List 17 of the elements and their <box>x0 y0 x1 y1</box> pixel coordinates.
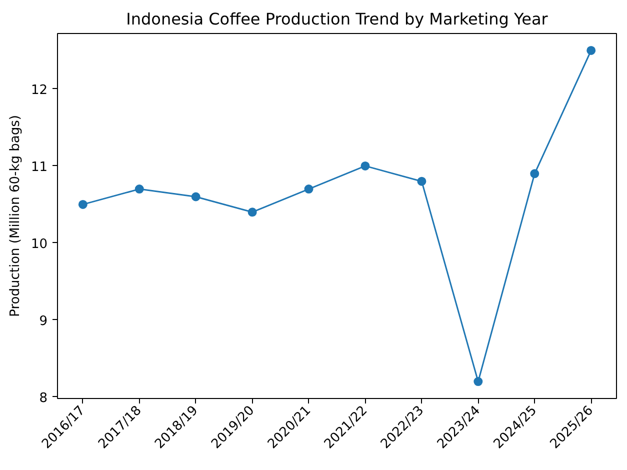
point <box>78 200 88 209</box>
point <box>586 46 596 55</box>
point <box>191 192 200 202</box>
point <box>474 377 483 386</box>
point <box>134 184 144 194</box>
point <box>304 184 314 194</box>
point <box>360 161 370 170</box>
point <box>248 208 257 217</box>
point <box>530 169 540 178</box>
point <box>417 176 426 186</box>
y-tick-label: 10 <box>30 236 48 252</box>
y-axis-title: Production (Million 60-kg bags) <box>8 115 23 317</box>
y-tick-label: 12 <box>30 82 48 98</box>
y-tick-label: 11 <box>30 160 48 175</box>
chart-title: Indonesia Coffee Production Trend by Marketing Year <box>126 10 548 28</box>
y-tick-label: 9 <box>39 314 48 329</box>
y-tick-label: 8 <box>39 390 48 406</box>
